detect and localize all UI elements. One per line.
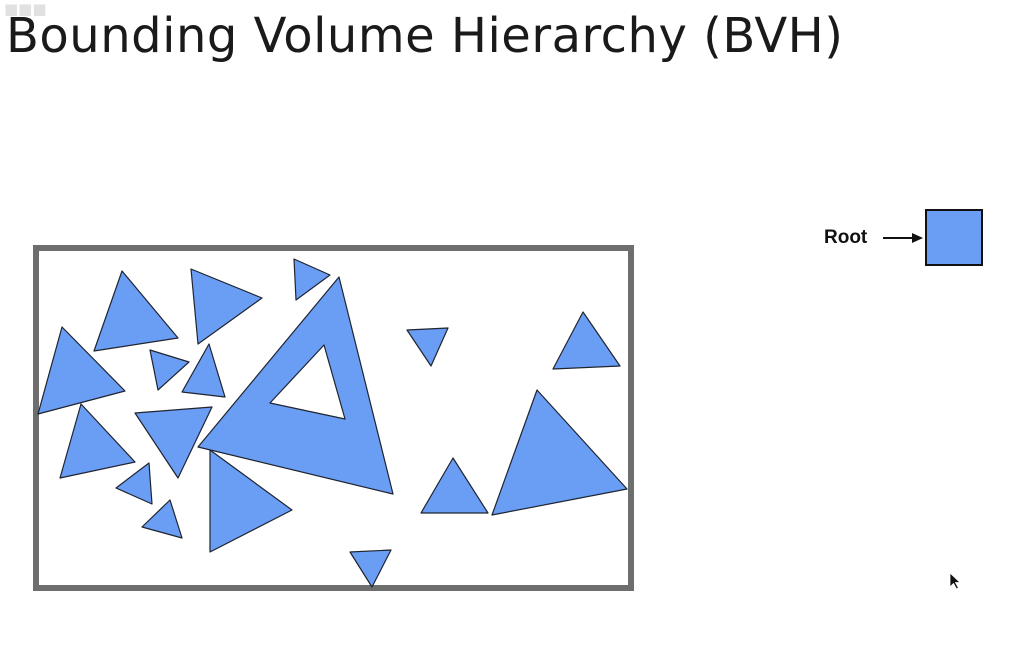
scene-triangle-hole [269, 344, 346, 420]
scene-triangle [115, 462, 153, 505]
root-label: Root [824, 227, 868, 248]
pointer-cursor-icon [949, 572, 962, 590]
watermark-logo: ■■■ [4, 0, 47, 18]
scene-triangle [406, 327, 449, 367]
scene-triangle [349, 549, 392, 588]
root-node [925, 209, 983, 266]
slide-title: Bounding Volume Hierarchy (BVH) [6, 8, 844, 64]
scene-triangle [141, 499, 183, 539]
scene-triangle [420, 457, 489, 514]
scene-triangle [37, 326, 126, 415]
scene-triangle [552, 311, 621, 370]
scene-triangles [37, 258, 628, 588]
scene-triangle [59, 403, 136, 479]
scene-triangle [134, 406, 213, 479]
scene-triangle [181, 343, 226, 398]
scene-triangle [491, 389, 628, 516]
scene-triangle [149, 349, 190, 391]
root-bounding-box [33, 245, 634, 591]
scene-triangle [209, 449, 293, 553]
scene-triangle [93, 270, 179, 352]
scene-triangle [293, 258, 331, 301]
root-arrow-head [912, 233, 923, 243]
scene-triangle [190, 268, 263, 345]
